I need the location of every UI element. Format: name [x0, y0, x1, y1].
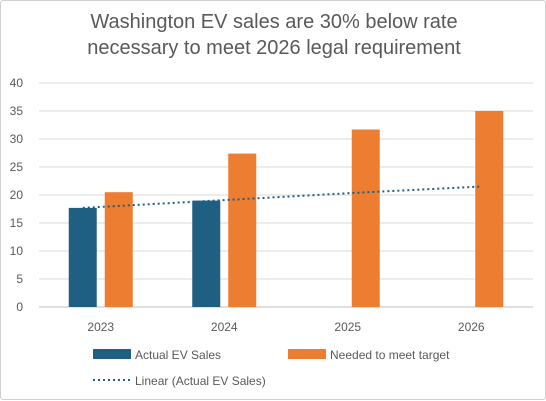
x-tick-label: 2024: [211, 320, 238, 334]
y-tick-label: 40: [10, 76, 24, 90]
bar-needed-to-meet-target: [228, 153, 257, 307]
x-tick-label: 2026: [458, 320, 485, 334]
bar-needed-to-meet-target: [104, 192, 133, 307]
chart-title: Washington EV sales are 30% below rate n…: [41, 9, 507, 61]
x-tick-label: 2023: [87, 320, 114, 334]
y-tick-label: 30: [10, 132, 24, 146]
legend-actual-ev-sales-label: Actual EV Sales: [135, 348, 221, 362]
y-tick-label: 35: [10, 104, 24, 118]
x-tick-label: 2025: [334, 320, 361, 334]
bar-actual-ev-sales: [192, 200, 221, 307]
legend-actual-ev-sales-swatch: [93, 349, 131, 359]
bar-needed-to-meet-target: [475, 111, 504, 307]
bar-actual-ev-sales: [68, 207, 97, 307]
bar-needed-to-meet-target: [351, 129, 380, 307]
legend-needed-to-meet-target-label: Needed to meet target: [330, 348, 450, 362]
chart-title-line1: Washington EV sales are 30% below rate: [90, 11, 458, 33]
trendline-linear-actual-ev-sales: [82, 185, 480, 209]
y-tick-label: 10: [10, 244, 24, 258]
legend-trendline-label: Linear (Actual EV Sales): [135, 374, 266, 388]
legend-needed-to-meet-target-swatch: [288, 349, 326, 359]
y-tick-label: 0: [16, 300, 23, 314]
y-tick-label: 25: [10, 160, 24, 174]
chart-title-line2: necessary to meet 2026 legal requirement: [87, 37, 461, 59]
y-tick-label: 5: [16, 272, 23, 286]
y-tick-label: 15: [10, 216, 24, 230]
y-tick-label: 20: [10, 188, 24, 202]
